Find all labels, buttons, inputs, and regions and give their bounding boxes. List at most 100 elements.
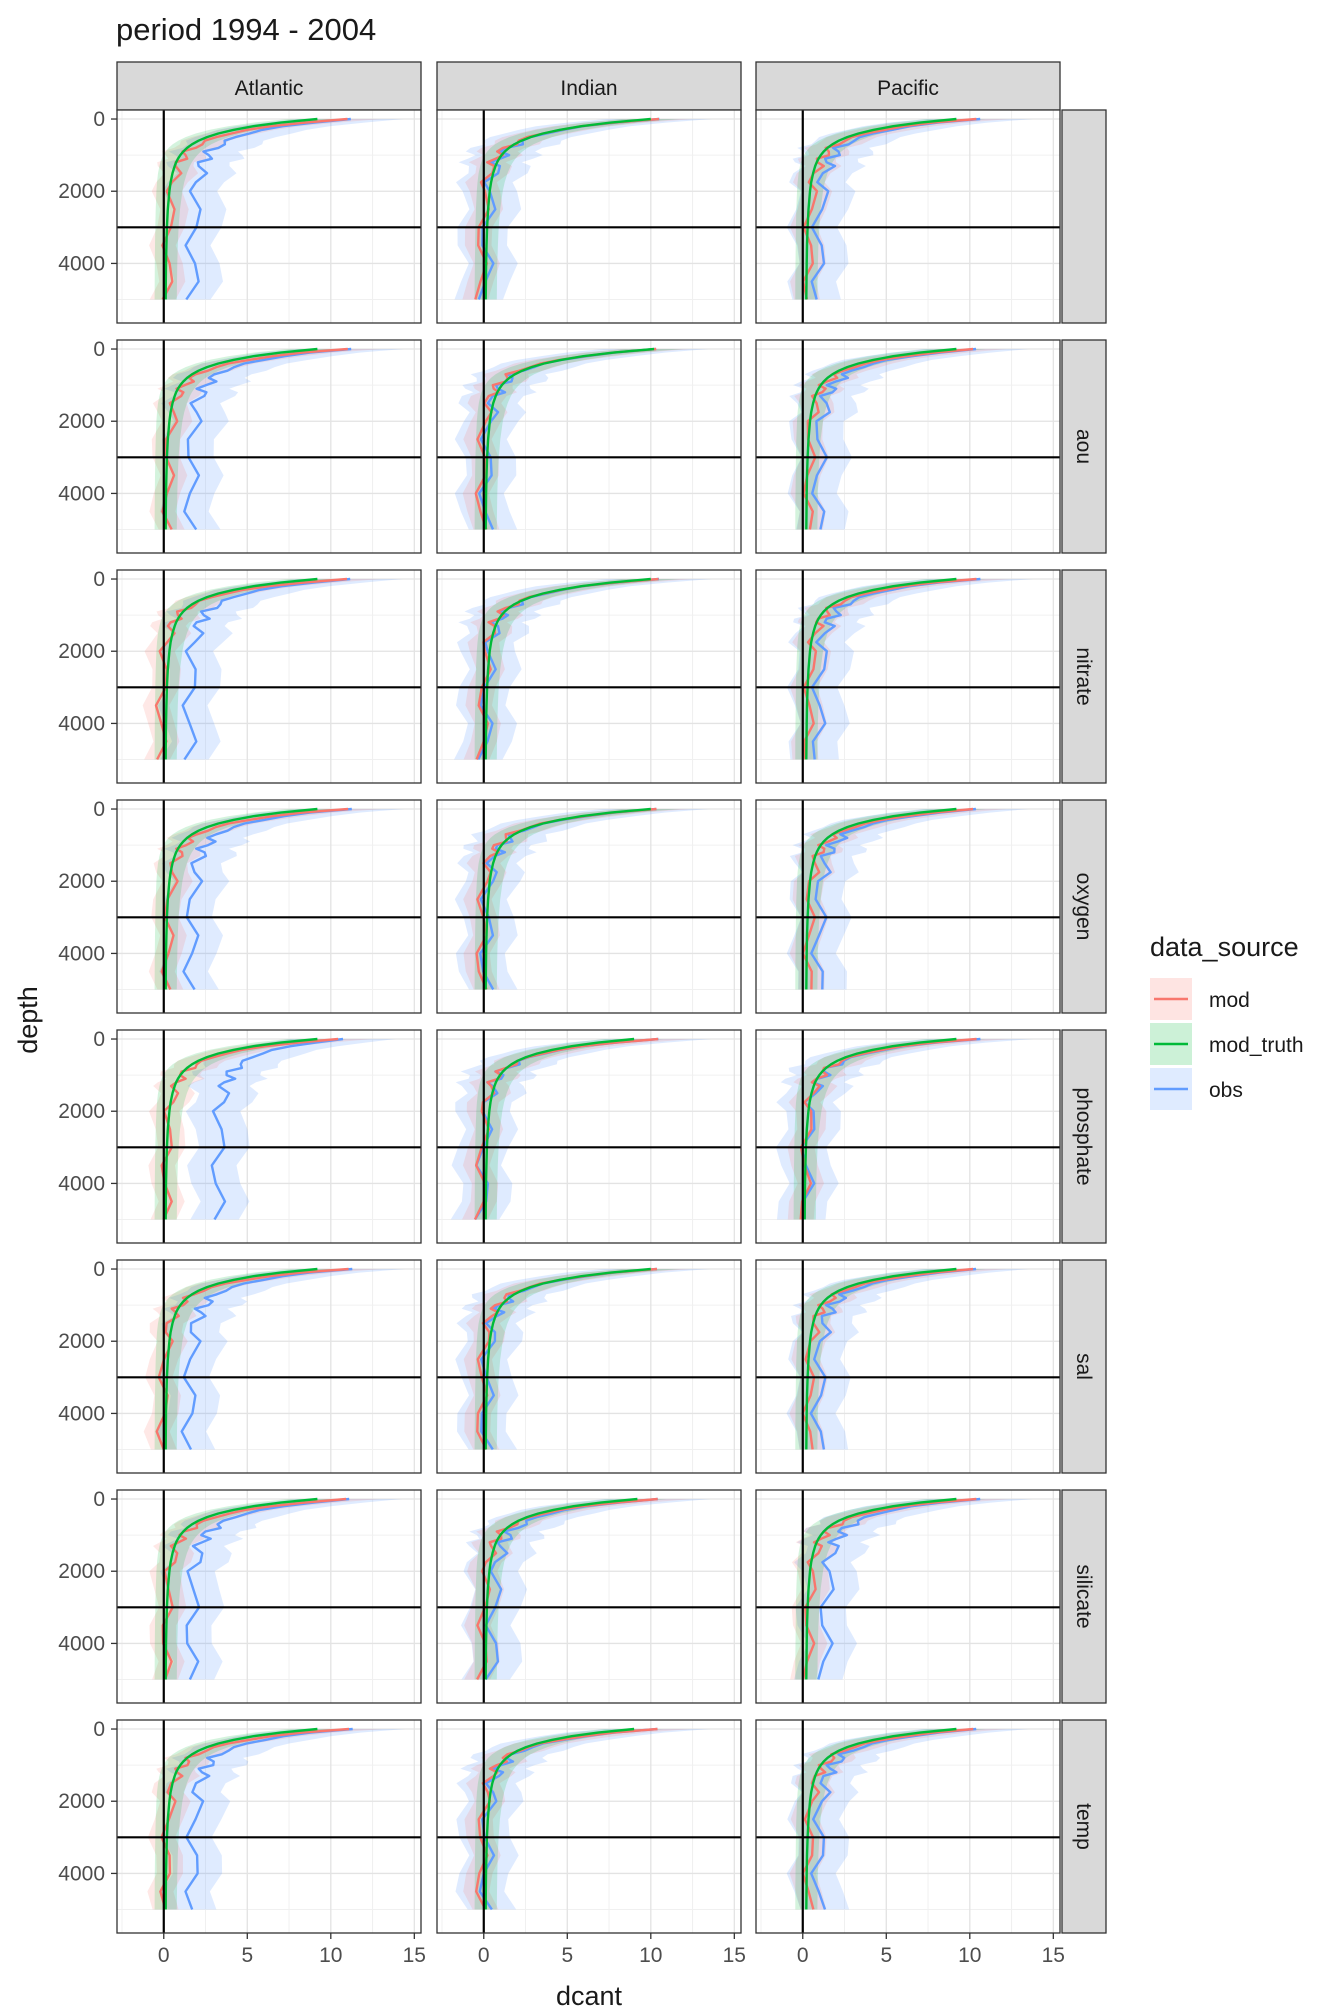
panel-data: [786, 1267, 1029, 1450]
panel-data: [454, 807, 709, 991]
panel-data: [142, 577, 403, 761]
mod_truth-line: [484, 1497, 638, 1680]
obs-ribbon: [160, 1499, 402, 1680]
legend-label: mod_truth: [1209, 1034, 1304, 1057]
mod-ribbon: [790, 1499, 1011, 1680]
obs-line: [185, 1497, 350, 1681]
obs-ribbon: [455, 1729, 711, 1910]
mod-ribbon: [789, 1729, 1008, 1910]
x-tick-label: 15: [723, 1944, 746, 1967]
obs-line: [210, 1037, 344, 1221]
mod_truth-ribbon: [154, 1039, 347, 1220]
chart-title: period 1994 - 2004: [116, 12, 376, 47]
obs-ribbon: [454, 809, 709, 990]
mod_truth-line: [805, 577, 957, 760]
mod_truth-ribbon: [154, 119, 347, 300]
y-tick-label: 0: [93, 1488, 105, 1511]
mod_truth-ribbon: [474, 1499, 667, 1680]
row-strip-label: nitrate: [1072, 647, 1095, 705]
facet-panel-indian: [436, 109, 742, 324]
mod_truth-line: [484, 807, 651, 990]
panel-data: [786, 577, 1034, 760]
mod-line: [801, 1497, 977, 1680]
obs-ribbon: [159, 349, 404, 530]
obs-line: [809, 1267, 977, 1450]
column-strip-atlantic: [116, 61, 422, 111]
x-tick-label: 10: [958, 1944, 981, 1967]
mod-ribbon: [149, 349, 382, 530]
x-tick-label: 0: [158, 1944, 170, 1967]
legend-label: mod: [1209, 989, 1250, 1012]
mod_truth-ribbon: [154, 579, 347, 760]
mod-line: [154, 577, 348, 761]
mod_truth-line: [164, 1497, 318, 1680]
panel-border: [436, 1259, 742, 1474]
panel-border: [436, 1029, 742, 1244]
mod_truth-line: [484, 1267, 651, 1450]
mod-line: [801, 117, 977, 300]
mod_truth-line: [805, 1497, 957, 1680]
mod-ribbon: [143, 1269, 383, 1450]
mod_truth-line: [484, 1037, 635, 1220]
x-tick-label: 15: [403, 1944, 426, 1967]
x-tick-label: 0: [797, 1944, 809, 1967]
panel-data: [450, 1037, 712, 1221]
x-tick-label: 10: [639, 1944, 662, 1967]
y-tick-label: 2000: [58, 1560, 105, 1583]
obs-line: [484, 1497, 658, 1681]
panel-border: [436, 109, 742, 324]
row-strip-aou: [1061, 339, 1107, 554]
y-tick-label: 4000: [58, 1402, 105, 1425]
facet-panel-indian-oxygen: [436, 799, 742, 1014]
mod_truth-ribbon: [474, 1729, 664, 1910]
panel-border: [755, 1029, 1061, 1244]
y-tick-label: 2000: [58, 1330, 105, 1353]
facet-panel-pacific-nitrate: [755, 569, 1061, 784]
mod_truth-ribbon: [474, 119, 680, 300]
y-tick-label: 0: [93, 1028, 105, 1051]
mod_truth-line: [805, 1727, 957, 1910]
y-tick-label: 4000: [58, 1862, 105, 1885]
facet-panel-pacific-temp: [755, 1719, 1061, 1934]
panel-border: [116, 339, 422, 554]
legend-item-obs: obs: [1150, 1068, 1243, 1110]
panel-data: [790, 1497, 1033, 1680]
row-strip-label: phosphate: [1072, 1087, 1095, 1185]
panel-data: [786, 1727, 1029, 1910]
mod_truth-ribbon: [474, 1269, 680, 1450]
column-strip-pacific: [755, 61, 1061, 111]
mod_truth-ribbon: [154, 1729, 347, 1910]
column-strip-indian: [436, 61, 742, 111]
mod-line: [161, 347, 348, 531]
facet-panel-indian-aou: [436, 339, 742, 554]
y-tick-label: 0: [93, 1718, 105, 1741]
obs-ribbon: [157, 1269, 405, 1450]
mod_truth-line: [164, 1037, 318, 1220]
panel-data: [455, 1727, 711, 1911]
y-tick-label: 4000: [58, 712, 105, 735]
mod-ribbon: [148, 809, 383, 990]
mod-line: [801, 1727, 974, 1910]
obs-ribbon: [786, 1269, 1029, 1450]
facet-panel-indian-temp: [436, 1719, 742, 1934]
y-tick-label: 4000: [58, 1632, 105, 1655]
y-tick-label: 0: [93, 798, 105, 821]
panel-border: [755, 1719, 1061, 1934]
row-strip-label: silicate: [1072, 1564, 1095, 1628]
panel-border: [116, 1719, 422, 1934]
panel-border: [755, 799, 1061, 1014]
x-tick-label: 5: [241, 1944, 253, 1967]
row-strip-oxygen: [1061, 799, 1107, 1014]
facet-panel-pacific-phosphate: [755, 1029, 1061, 1244]
facet-panel-atlantic-nitrate: [111, 569, 422, 784]
obs-ribbon: [455, 1269, 710, 1450]
obs-ribbon: [161, 1729, 406, 1910]
facet-panel-pacific: [755, 109, 1061, 324]
panel-data: [454, 117, 713, 300]
mod_truth-ribbon: [795, 809, 986, 990]
panel-data: [149, 1497, 402, 1681]
panel-border: [436, 799, 742, 1014]
obs-ribbon: [185, 1039, 396, 1220]
panel-border: [755, 109, 1061, 324]
